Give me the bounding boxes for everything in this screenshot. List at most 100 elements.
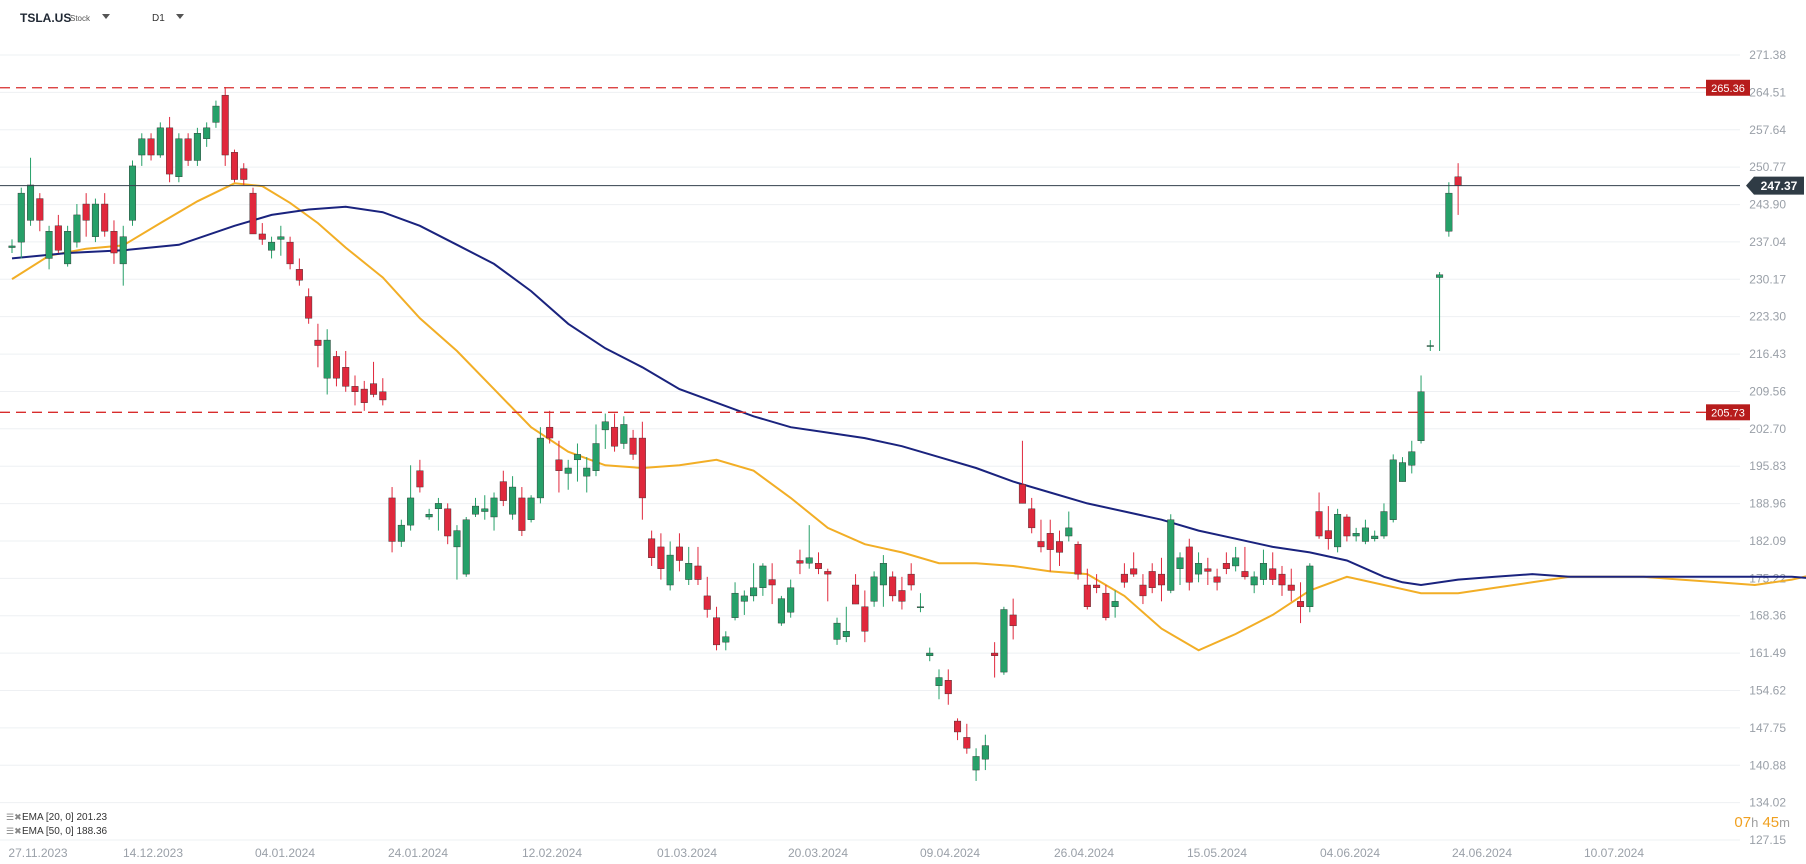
candle[interactable]: [601, 421, 609, 431]
candle[interactable]: [814, 563, 822, 569]
candle[interactable]: [889, 576, 897, 597]
candle[interactable]: [1361, 527, 1369, 542]
candle[interactable]: [472, 505, 480, 515]
candle[interactable]: [926, 652, 934, 656]
candle[interactable]: [73, 214, 81, 243]
candle[interactable]: [713, 617, 721, 646]
candle[interactable]: [1130, 568, 1138, 575]
candle[interactable]: [434, 503, 442, 510]
candle[interactable]: [323, 339, 331, 379]
candle[interactable]: [629, 437, 637, 455]
candle[interactable]: [509, 486, 517, 515]
candle[interactable]: [342, 367, 350, 387]
candle[interactable]: [592, 443, 600, 471]
candle[interactable]: [657, 546, 665, 569]
candle[interactable]: [777, 598, 785, 624]
candle[interactable]: [370, 383, 378, 395]
candle[interactable]: [1213, 576, 1221, 583]
candle[interactable]: [295, 269, 303, 281]
candle[interactable]: [416, 470, 424, 488]
candle[interactable]: [499, 481, 507, 501]
candle[interactable]: [1046, 533, 1054, 550]
candle[interactable]: [555, 459, 563, 471]
candle[interactable]: [935, 677, 943, 686]
candle[interactable]: [1306, 565, 1314, 607]
candle[interactable]: [462, 519, 470, 575]
candle[interactable]: [286, 241, 294, 265]
candle[interactable]: [1120, 573, 1128, 583]
candle[interactable]: [230, 152, 238, 180]
candle[interactable]: [1195, 563, 1203, 575]
candle[interactable]: [1176, 557, 1184, 569]
candle[interactable]: [175, 138, 183, 178]
candle[interactable]: [166, 127, 174, 175]
candle[interactable]: [314, 339, 322, 346]
candle[interactable]: [1222, 563, 1230, 569]
candle[interactable]: [972, 756, 980, 771]
candle[interactable]: [1315, 511, 1323, 537]
candle[interactable]: [360, 388, 368, 403]
candle[interactable]: [249, 192, 257, 235]
candle[interactable]: [879, 563, 887, 586]
candle[interactable]: [379, 391, 387, 401]
candle[interactable]: [852, 584, 860, 605]
candle[interactable]: [1083, 584, 1091, 607]
candle[interactable]: [156, 127, 164, 156]
candle[interactable]: [397, 524, 405, 542]
legend-ema50[interactable]: ☰✖EMA [50, 0] 188.36: [6, 826, 107, 837]
candle[interactable]: [768, 579, 776, 586]
candle[interactable]: [1065, 527, 1073, 537]
candle[interactable]: [666, 554, 674, 586]
candle[interactable]: [1380, 511, 1388, 537]
candle[interactable]: [212, 105, 220, 123]
candle[interactable]: [536, 437, 544, 499]
candle[interactable]: [203, 127, 211, 139]
candle[interactable]: [1028, 508, 1036, 529]
candle[interactable]: [1454, 176, 1462, 186]
candle[interactable]: [407, 497, 415, 526]
candle[interactable]: [963, 737, 971, 749]
candle[interactable]: [193, 133, 201, 161]
candle[interactable]: [1426, 345, 1434, 347]
candle[interactable]: [842, 631, 850, 637]
candle[interactable]: [1371, 535, 1379, 539]
candle[interactable]: [564, 467, 572, 474]
candle[interactable]: [1000, 609, 1008, 673]
candle[interactable]: [1343, 516, 1351, 537]
candle[interactable]: [703, 595, 711, 610]
candle[interactable]: [740, 595, 748, 602]
candle[interactable]: [1185, 546, 1193, 583]
candle[interactable]: [833, 622, 841, 640]
candle[interactable]: [45, 231, 53, 259]
candle[interactable]: [1167, 519, 1175, 591]
candle[interactable]: [620, 424, 628, 444]
candle[interactable]: [750, 587, 758, 597]
candle[interactable]: [1074, 543, 1082, 575]
candle[interactable]: [787, 587, 795, 613]
candle[interactable]: [944, 680, 952, 695]
candle[interactable]: [1278, 573, 1286, 586]
candle[interactable]: [583, 467, 591, 477]
candle[interactable]: [907, 573, 915, 586]
candle[interactable]: [759, 565, 767, 588]
candle[interactable]: [1232, 557, 1240, 567]
candle[interactable]: [332, 356, 340, 379]
candle[interactable]: [573, 454, 581, 461]
candle[interactable]: [1111, 601, 1119, 607]
candle[interactable]: [1241, 571, 1249, 578]
candle[interactable]: [305, 296, 313, 319]
candle[interactable]: [796, 560, 804, 564]
candle[interactable]: [694, 565, 702, 580]
candle[interactable]: [824, 571, 832, 575]
candle[interactable]: [64, 231, 72, 265]
candle[interactable]: [1297, 601, 1305, 607]
symbol-label[interactable]: TSLA.US: [20, 11, 72, 25]
candle[interactable]: [138, 138, 146, 156]
legend-ema20[interactable]: ☰✖EMA [20, 0] 201.23: [6, 812, 107, 823]
candle[interactable]: [1148, 571, 1156, 588]
candle[interactable]: [898, 590, 906, 602]
candle[interactable]: [981, 745, 989, 760]
candle[interactable]: [184, 138, 192, 161]
candle[interactable]: [1093, 584, 1101, 588]
